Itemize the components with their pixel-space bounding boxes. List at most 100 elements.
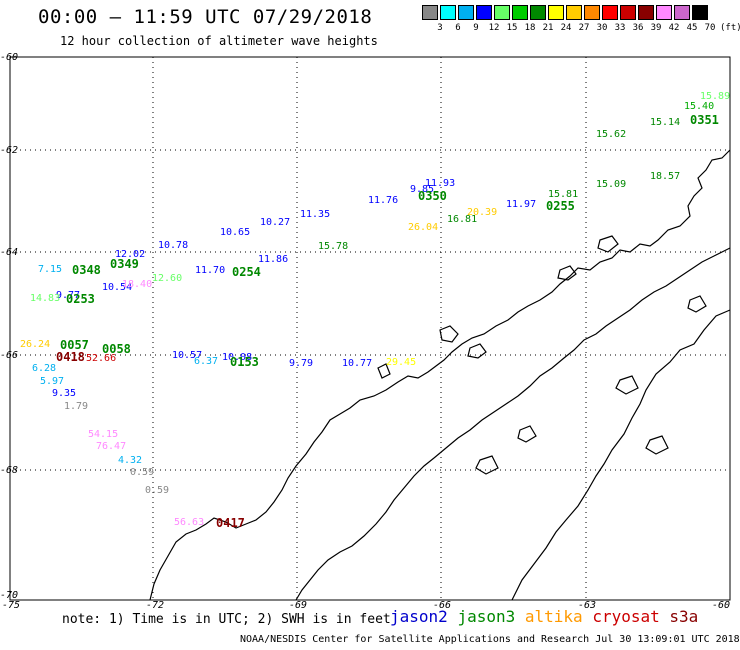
wave-value: 9.79 [289, 358, 314, 369]
wave-value: 10.78 [158, 240, 189, 251]
legend-label: 36 [632, 23, 644, 33]
lon-label: -66 [433, 600, 452, 611]
legend-swatch [530, 5, 546, 20]
lon-label: -72 [146, 600, 165, 611]
wave-value: 20.39 [467, 207, 498, 218]
legend-swatch [566, 5, 582, 20]
sat-altika: altika [524, 607, 583, 626]
wave-value: 52.66 [86, 353, 117, 364]
legend-label: 18 [524, 23, 536, 33]
wave-value: 9.77 [56, 290, 81, 301]
legend-swatch [548, 5, 564, 20]
wave-value: 16.81 [447, 214, 478, 225]
wave-value: 6.28 [32, 363, 57, 374]
legend-swatch [692, 5, 708, 20]
wave-value: 11.86 [258, 254, 289, 265]
wave-value: 15.78 [318, 241, 349, 252]
wave-value: 10.08 [222, 352, 253, 363]
legend-swatch [512, 5, 528, 20]
legend-swatch [602, 5, 618, 20]
wave-value: 12.02 [115, 249, 146, 260]
legend-label: 9 [473, 23, 479, 33]
wave-value: 15.40 [684, 101, 715, 112]
lon-label: -75 [2, 600, 21, 611]
wave-value: 4.32 [118, 455, 143, 466]
time-label: 0057 [60, 338, 89, 352]
time-label: 0348 [72, 263, 101, 277]
wave-value: 26.24 [20, 339, 51, 350]
legend-swatch [620, 5, 636, 20]
legend-label: 3 [437, 23, 443, 33]
legend-label: 27 [578, 23, 590, 33]
lon-label: -69 [289, 600, 308, 611]
lon-gridlines [152, 57, 587, 600]
time-label: 0349 [110, 257, 139, 271]
legend-swatch [458, 5, 474, 20]
legend-swatch [638, 5, 654, 20]
wave-value: 10.65 [220, 227, 251, 238]
time-label: 0058 [102, 342, 131, 356]
wave-value: 18.57 [650, 171, 681, 182]
wave-value: 29.45 [386, 357, 417, 368]
wave-value: 9.85 [410, 184, 435, 195]
legend-label: 33 [614, 23, 626, 33]
legend-swatch [440, 5, 456, 20]
legend-label: 21 [542, 23, 554, 33]
footer-credit: NOAA/NESDIS Center for Satellite Applica… [240, 634, 740, 645]
wave-value: 54.15 [88, 429, 119, 440]
legend-label: 24 [560, 23, 572, 33]
lon-label: -60 [712, 600, 731, 611]
wave-value: 56.63 [174, 517, 205, 528]
footer-note: note: 1) Time is in UTC; 2) SWH is in fe… [62, 612, 391, 627]
wave-value: 10.54 [102, 282, 133, 293]
lat-label: -64 [0, 247, 19, 258]
legend-label: 39 [650, 23, 662, 33]
legend-label: 30 [596, 23, 608, 33]
wave-value: 15.62 [596, 129, 627, 140]
wave-value: 7.15 [38, 264, 63, 275]
lat-label: -62 [0, 145, 19, 156]
wave-value: 10.27 [260, 217, 291, 228]
sat-cryosat: cryosat [592, 607, 660, 626]
sat-jason3: jason3 [457, 607, 516, 626]
lat-gridlines [10, 149, 730, 471]
wave-value: 11.76 [368, 195, 399, 206]
lat-label: -60 [0, 52, 19, 63]
wave-value: 15.81 [548, 189, 579, 200]
wave-value: 6.37 [194, 356, 219, 367]
legend-swatch [476, 5, 492, 20]
legend-swatch [494, 5, 510, 20]
map-frame [9, 56, 731, 601]
wave-value: 11.93 [425, 178, 456, 189]
map-title: 00:00 – 11:59 UTC 07/29/2018 [38, 6, 373, 28]
legend-swatch [674, 5, 690, 20]
legend-label: 12 [488, 23, 500, 33]
time-label: 0350 [418, 189, 447, 203]
time-label: 0418 [56, 350, 85, 364]
time-label: 0253 [66, 292, 95, 306]
legend-swatch [422, 5, 438, 20]
wave-value: 0.59 [145, 485, 170, 496]
wave-value: 10.77 [342, 358, 373, 369]
wave-value: 26.04 [408, 222, 439, 233]
time-label: 0417 [216, 516, 245, 530]
wave-value: 12.60 [152, 273, 183, 284]
lon-label: -63 [578, 600, 597, 611]
legend-swatch [656, 5, 672, 20]
time-label: 0255 [546, 199, 575, 213]
time-label: 0254 [232, 265, 261, 279]
wave-value: 0.59 [130, 467, 155, 478]
legend-label: 45 [686, 23, 698, 33]
lat-label: -66 [0, 350, 19, 361]
wave-value: 1.79 [64, 401, 89, 412]
legend-swatch [584, 5, 600, 20]
satellite-legend: jason2 jason3 altika cryosat s3a [390, 607, 698, 626]
legend-label: 6 [455, 23, 461, 33]
coastline [149, 149, 731, 601]
sat-s3a: s3a [669, 607, 699, 626]
wave-value: 15.14 [650, 117, 681, 128]
legend-label: 15 [506, 23, 518, 33]
wave-value: 9.35 [52, 388, 77, 399]
wave-value: 15.09 [596, 179, 627, 190]
